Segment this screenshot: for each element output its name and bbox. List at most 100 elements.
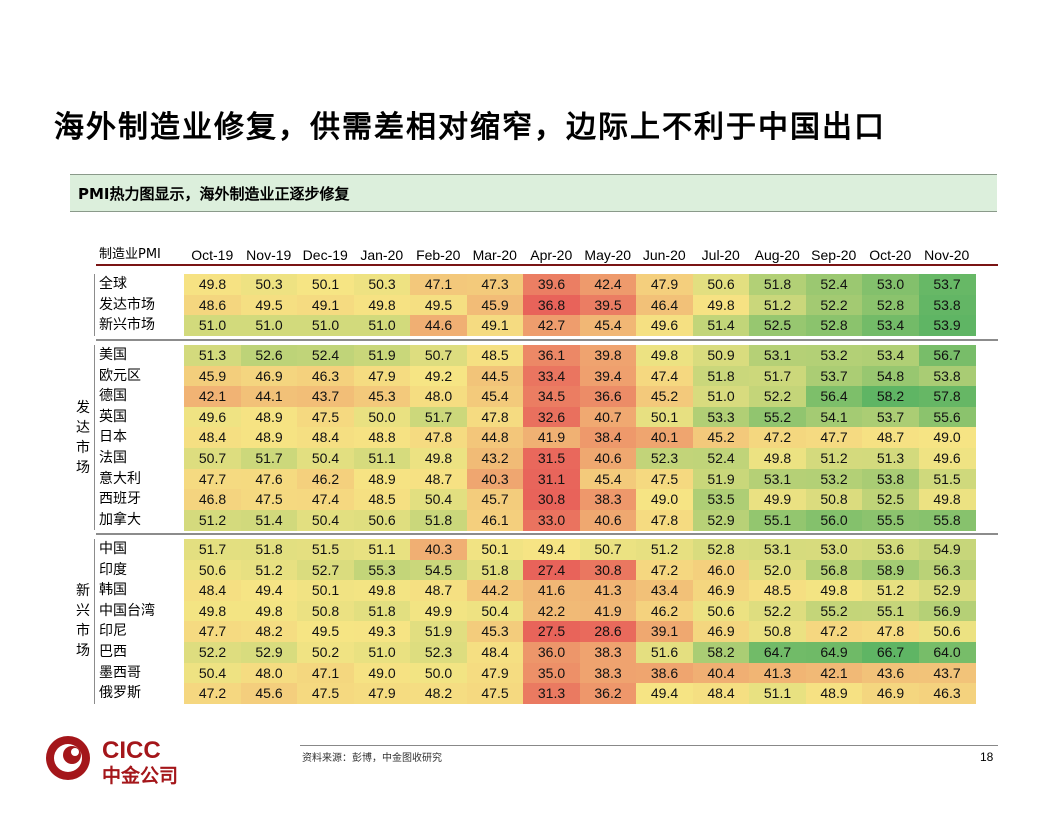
row-label: 巴西: [99, 644, 127, 660]
heatmap-cell: 50.3: [353, 274, 411, 296]
heatmap-cell: 50.8: [805, 489, 863, 511]
heatmap-cell: 48.4: [297, 427, 354, 449]
heatmap-cell: 56.8: [805, 559, 863, 581]
group-divider: [96, 533, 998, 535]
heatmap-cell: 47.6: [240, 468, 298, 490]
heatmap-cell: 50.6: [692, 274, 750, 296]
heatmap-cell: 36.8: [523, 294, 580, 316]
heatmap-cell: 52.9: [692, 509, 750, 531]
heatmap-cell: 47.8: [410, 427, 467, 449]
heatmap-cell: 49.8: [410, 448, 467, 470]
group-bracket: [94, 539, 95, 704]
heatmap-cell: 51.7: [184, 539, 241, 561]
column-header: Nov-19: [246, 247, 292, 263]
heatmap-cell: 46.1: [466, 509, 524, 531]
heatmap-cell: 41.3: [579, 580, 637, 602]
heatmap-cell: 49.0: [918, 427, 976, 449]
header-rule: [96, 264, 998, 266]
heatmap-cell: 45.4: [579, 468, 637, 490]
heatmap-cell: 30.8: [523, 489, 580, 511]
heatmap-cell: 32.6: [523, 406, 580, 428]
heatmap-cell: 48.9: [353, 468, 411, 490]
heatmap-cell: 49.8: [749, 448, 806, 470]
column-header: Oct-19: [191, 247, 234, 263]
heatmap-cell: 51.7: [410, 406, 467, 428]
heatmap-cell: 46.3: [918, 683, 976, 705]
heatmap-cell: 49.3: [353, 621, 411, 643]
heatmap-cell: 51.9: [353, 345, 411, 367]
heatmap-cell: 33.4: [523, 365, 580, 387]
heatmap-cell: 51.2: [636, 539, 693, 561]
heatmap-cell: 42.1: [184, 386, 241, 408]
heatmap-cell: 47.9: [353, 365, 411, 387]
heatmap-cell: 46.0: [692, 559, 750, 581]
heatmap-cell: 53.6: [862, 539, 919, 561]
heatmap-cell: 52.9: [240, 642, 298, 664]
heatmap-cell: 40.7: [579, 406, 637, 428]
heatmap-cell: 53.8: [862, 468, 919, 490]
heatmap-cell: 49.1: [466, 315, 524, 337]
heatmap-cell: 52.6: [240, 345, 298, 367]
heatmap-cell: 41.6: [523, 580, 580, 602]
heatmap-cell: 64.7: [749, 642, 806, 664]
heatmap-cell: 53.2: [805, 345, 863, 367]
heatmap-cell: 38.6: [636, 662, 693, 684]
heatmap-cell: 57.8: [918, 386, 976, 408]
heatmap-cell: 53.7: [805, 365, 863, 387]
heatmap-cell: 51.2: [749, 294, 806, 316]
heatmap-cell: 41.9: [523, 427, 580, 449]
heatmap-cell: 51.5: [297, 539, 354, 561]
heatmap-cell: 49.1: [297, 294, 354, 316]
heatmap-cell: 48.0: [410, 386, 467, 408]
heatmap-cell: 51.0: [353, 315, 411, 337]
heatmap-cell: 51.8: [240, 539, 298, 561]
subtitle-text: PMI热力图显示，海外制造业正逐步修复: [78, 185, 350, 203]
row-label: 英国: [99, 408, 127, 425]
column-header: Sep-20: [811, 247, 857, 263]
heatmap-cell: 48.8: [353, 427, 411, 449]
heatmap-cell: 50.1: [636, 406, 693, 428]
heatmap-cell: 33.0: [523, 509, 580, 531]
heatmap-cell: 49.8: [240, 600, 298, 622]
heatmap-cell: 48.7: [862, 427, 919, 449]
heatmap-cell: 35.0: [523, 662, 580, 684]
heatmap-cell: 47.7: [184, 468, 241, 490]
heatmap-cell: 50.7: [184, 448, 241, 470]
heatmap-cell: 47.7: [805, 427, 863, 449]
heatmap-cell: 38.3: [579, 662, 637, 684]
heatmap-cell: 51.8: [410, 509, 467, 531]
column-header: Feb-20: [416, 247, 461, 263]
heatmap-cell: 50.6: [184, 559, 241, 581]
heatmap-cell: 40.6: [579, 448, 637, 470]
heatmap-cell: 47.3: [466, 274, 524, 296]
heatmap-cell: 40.3: [466, 468, 524, 490]
footer-divider: [300, 745, 998, 746]
heatmap-cell: 52.4: [297, 345, 354, 367]
heatmap-cell: 45.2: [636, 386, 693, 408]
row-label: 新兴市场: [99, 317, 155, 334]
heatmap-cell: 47.5: [466, 683, 524, 705]
heatmap-cell: 52.5: [862, 489, 919, 511]
heatmap-cell: 50.0: [410, 662, 467, 684]
heatmap-cell: 44.5: [466, 365, 524, 387]
heatmap-cell: 53.1: [749, 539, 806, 561]
row-label: 日本: [99, 429, 127, 446]
heatmap-cell: 50.8: [749, 621, 806, 643]
heatmap-cell: 55.1: [862, 600, 919, 622]
heatmap-cell: 49.0: [636, 489, 693, 511]
heatmap-cell: 51.8: [749, 274, 806, 296]
heatmap-cell: 45.9: [184, 365, 241, 387]
heatmap-cell: 56.3: [918, 559, 976, 581]
heatmap-cell: 46.9: [692, 621, 750, 643]
heatmap-cell: 50.6: [353, 509, 411, 531]
heatmap-cell: 52.0: [749, 559, 806, 581]
heatmap-cell: 51.5: [918, 468, 976, 490]
heatmap-cell: 47.4: [297, 489, 354, 511]
heatmap-cell: 43.6: [862, 662, 919, 684]
heatmap-cell: 52.8: [692, 539, 750, 561]
heatmap-cell: 50.6: [692, 600, 750, 622]
heatmap-cell: 36.2: [579, 683, 637, 705]
heatmap-cell: 52.2: [749, 600, 806, 622]
heatmap-cell: 55.2: [749, 406, 806, 428]
heatmap-cell: 47.7: [184, 621, 241, 643]
